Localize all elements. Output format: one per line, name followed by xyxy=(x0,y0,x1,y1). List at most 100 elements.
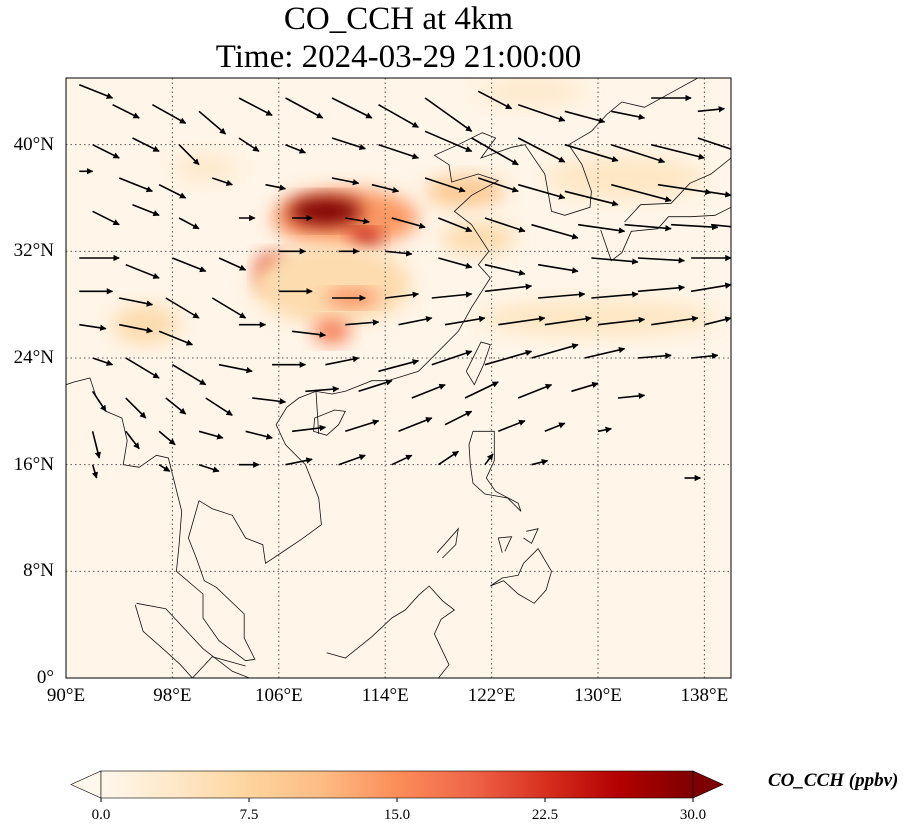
wind-arrow xyxy=(91,464,99,479)
wind-arrow xyxy=(331,97,373,119)
wind-arrow xyxy=(498,419,526,433)
coastline-segment xyxy=(313,409,346,436)
wind-arrow xyxy=(265,183,287,191)
wind-arrow xyxy=(517,137,566,163)
wind-arrow xyxy=(484,349,533,366)
wind-arrow xyxy=(690,282,731,293)
wind-arrow xyxy=(537,263,579,274)
title-line-2: Time: 2024-03-29 21:00:00 xyxy=(215,39,582,75)
wind-vectors xyxy=(79,83,731,482)
wind-arrow xyxy=(517,183,566,200)
wind-arrow xyxy=(198,110,227,135)
wind-arrow xyxy=(671,223,719,231)
wind-arrow xyxy=(577,223,626,234)
coastline-segment xyxy=(600,206,731,262)
coastline-segment xyxy=(524,78,698,216)
wind-arrow xyxy=(132,203,160,217)
wind-arrow xyxy=(431,350,473,366)
wind-arrow xyxy=(571,381,599,393)
wind-arrow xyxy=(331,177,360,186)
wind-arrow xyxy=(424,177,466,193)
wind-arrow xyxy=(597,426,612,433)
co-plume xyxy=(313,319,351,344)
co-plume xyxy=(544,156,705,200)
wind-arrow xyxy=(611,183,672,203)
wind-arrow xyxy=(158,330,193,346)
wind-arrow xyxy=(378,359,420,373)
colorbar-label: CO_CCH (ppbv) xyxy=(768,770,899,791)
wind-arrow xyxy=(125,430,140,450)
wind-arrow xyxy=(305,385,340,393)
wind-arrow xyxy=(285,143,306,154)
wind-arrow xyxy=(544,315,592,326)
coastline-segment xyxy=(468,430,522,512)
wind-arrow xyxy=(79,83,114,99)
coastline-segment xyxy=(523,528,539,544)
wind-arrow xyxy=(152,104,187,124)
wind-arrow xyxy=(484,263,526,276)
wind-arrow xyxy=(617,392,646,400)
latitude-tick-label: 8°N xyxy=(23,560,54,582)
wind-arrow xyxy=(564,190,619,207)
wind-arrow xyxy=(91,431,102,459)
wind-arrow xyxy=(704,190,731,198)
wind-arrow xyxy=(484,283,533,293)
wind-arrow xyxy=(444,315,486,326)
wind-arrow xyxy=(691,352,719,360)
wind-arrow xyxy=(637,352,672,359)
wind-arrow xyxy=(119,297,154,307)
wind-arrow xyxy=(378,104,419,128)
wind-arrow xyxy=(624,223,672,232)
map-frame xyxy=(65,77,732,679)
wind-arrow xyxy=(118,177,153,193)
latitude-tick-label: 24°N xyxy=(13,347,54,368)
coastline-segment xyxy=(134,604,193,678)
wind-arrow xyxy=(218,257,247,271)
coastline-segment xyxy=(192,656,246,678)
wind-arrow xyxy=(611,143,666,164)
wind-arrow xyxy=(345,217,370,225)
longitude-tick-label: 114°E xyxy=(361,685,409,706)
longitude-tick-label: 106°E xyxy=(254,685,303,706)
wind-arrow xyxy=(198,430,224,440)
wind-arrow xyxy=(531,343,579,359)
wind-arrow xyxy=(444,410,473,426)
wind-arrow xyxy=(385,291,420,299)
wind-arrow xyxy=(325,356,360,366)
wind-arrow xyxy=(119,323,154,334)
longitude-tick-label: 122°E xyxy=(467,685,516,706)
wind-arrow xyxy=(531,458,549,466)
co-plume xyxy=(349,230,382,246)
wind-arrow xyxy=(710,223,731,228)
colorbar-extend-max xyxy=(692,770,724,799)
wind-arrow xyxy=(285,457,313,466)
wind-arrow xyxy=(345,419,380,433)
wind-arrow xyxy=(358,379,393,393)
coastline-segment xyxy=(651,677,652,678)
wind-arrow xyxy=(611,110,646,120)
wind-arrow xyxy=(92,143,120,159)
coastline-segment xyxy=(624,157,731,223)
wind-arrow xyxy=(205,397,233,416)
coastline-segment xyxy=(315,132,525,435)
wind-arrow xyxy=(292,330,327,338)
coastline-segment xyxy=(465,341,491,386)
wind-arrow xyxy=(218,363,253,374)
wind-arrow xyxy=(112,103,140,119)
wind-arrow xyxy=(91,390,107,412)
colorbar-tick-label: 15.0 xyxy=(383,807,411,823)
wind-arrow xyxy=(697,106,726,113)
wind-arrow xyxy=(597,316,646,326)
wind-arrow xyxy=(484,453,494,466)
wind-arrow xyxy=(517,103,566,122)
co-concentration-field xyxy=(112,78,718,345)
wind-arrow xyxy=(92,210,120,226)
wind-arrow xyxy=(245,430,273,440)
latitude-tick-label: 16°N xyxy=(13,453,54,475)
wind-arrow xyxy=(92,357,114,366)
wind-arrow xyxy=(391,217,426,229)
wind-arrow xyxy=(464,381,499,399)
wind-arrow xyxy=(517,383,553,399)
coastline-segment xyxy=(66,377,322,662)
wind-arrow xyxy=(657,183,712,196)
